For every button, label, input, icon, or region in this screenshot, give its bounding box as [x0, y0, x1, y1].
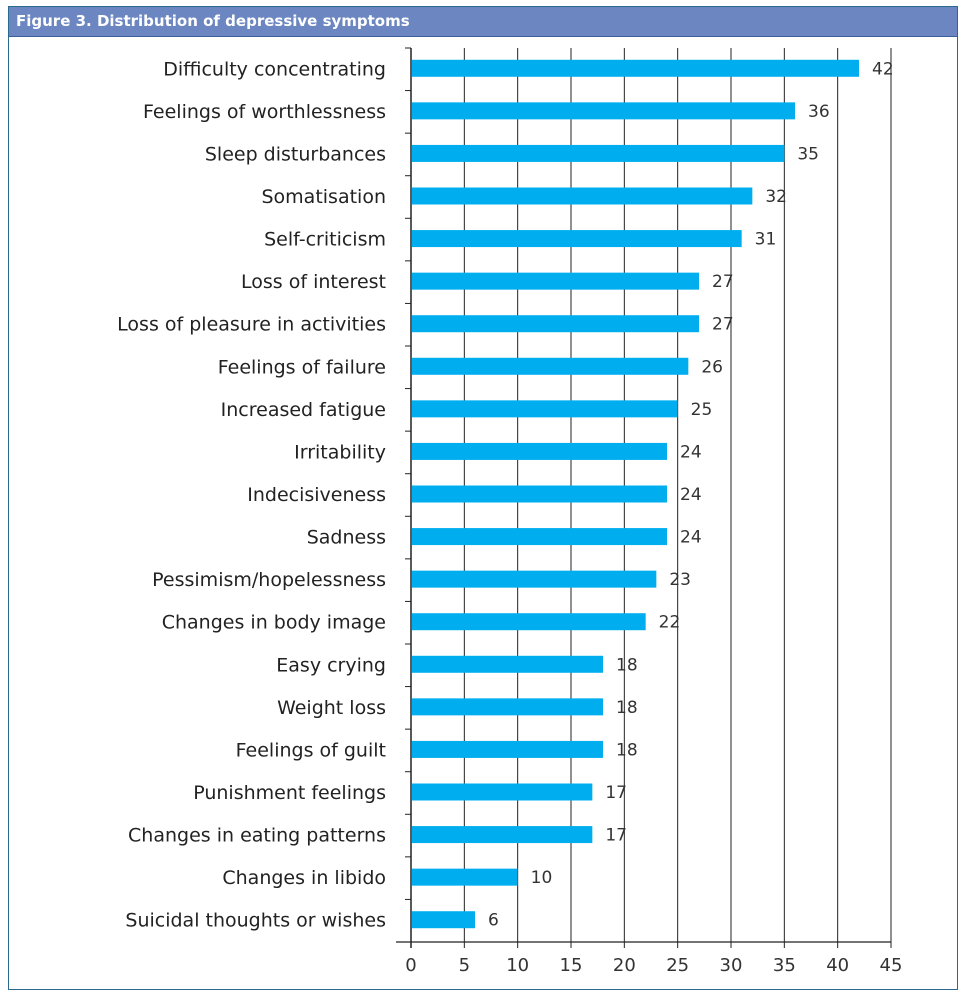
data-label: 24 [680, 485, 702, 505]
category-label: Indecisiveness [247, 484, 386, 506]
data-label: 31 [755, 230, 777, 250]
bar [412, 570, 657, 588]
x-tick-label: 35 [773, 955, 796, 976]
data-label: 42 [872, 59, 894, 79]
bar [412, 357, 689, 375]
bar [412, 698, 603, 716]
bar [412, 442, 667, 460]
x-tick-label: 20 [613, 955, 636, 976]
data-label: 6 [488, 911, 499, 931]
data-label: 23 [669, 570, 691, 590]
data-label: 22 [659, 613, 681, 633]
bar [412, 485, 667, 503]
data-label: 17 [605, 783, 627, 803]
category-label: Sadness [307, 527, 386, 549]
category-label: Changes in body image [162, 612, 386, 634]
figure-header: Figure 3. Distribution of depressive sym… [9, 7, 957, 37]
category-label: Loss of pleasure in activities [117, 314, 386, 336]
x-tick-label: 30 [720, 955, 743, 976]
data-label: 27 [712, 272, 734, 292]
bar [412, 911, 475, 929]
data-label: 17 [605, 826, 627, 846]
category-label: Feelings of guilt [236, 739, 386, 761]
data-label: 25 [691, 400, 713, 420]
bar [412, 655, 603, 673]
data-label: 18 [616, 655, 638, 675]
bar [412, 400, 678, 418]
bar [412, 783, 593, 801]
bar [412, 59, 859, 77]
category-label: Self-criticism [264, 229, 386, 251]
data-label: 36 [808, 102, 830, 122]
data-label: 26 [701, 357, 723, 377]
bar [412, 613, 646, 631]
category-label: Difficulty concentrating [163, 58, 386, 80]
category-label: Changes in libido [222, 867, 386, 889]
x-tick-label: 45 [880, 955, 903, 976]
category-label: Punishment feelings [193, 782, 386, 804]
category-label: Easy crying [276, 654, 386, 676]
category-label: Loss of interest [241, 271, 386, 293]
x-tick-label: 10 [506, 955, 529, 976]
bar [412, 528, 667, 546]
x-tick-label: 40 [826, 955, 849, 976]
data-label: 10 [531, 868, 553, 888]
data-label: 27 [712, 315, 734, 335]
category-label: Suicidal thoughts or wishes [125, 910, 386, 932]
category-label: Irritability [294, 441, 386, 463]
data-label: 18 [616, 740, 638, 760]
bar [412, 740, 603, 758]
bar [412, 102, 795, 120]
bar [412, 187, 753, 205]
category-label: Pessimism/hopelessness [152, 569, 386, 591]
category-label: Feelings of worthlessness [143, 101, 386, 123]
data-label: 24 [680, 528, 702, 548]
data-label: 32 [765, 187, 787, 207]
x-tick-label: 0 [405, 955, 416, 976]
bar [412, 144, 785, 162]
category-label: Somatisation [261, 186, 386, 208]
category-label: Increased fatigue [221, 399, 386, 421]
data-label: 18 [616, 698, 638, 718]
x-tick-label: 15 [560, 955, 583, 976]
category-label: Changes in eating patterns [128, 825, 386, 847]
data-label: 24 [680, 442, 702, 462]
bar [412, 826, 593, 844]
category-label: Weight loss [277, 697, 386, 719]
bar [412, 315, 699, 333]
x-tick-label: 5 [459, 955, 470, 976]
category-label: Feelings of failure [218, 356, 386, 378]
category-label: Sleep disturbances [205, 143, 386, 165]
figure-title: Figure 3. Distribution of depressive sym… [16, 12, 410, 30]
figure-frame: Figure 3. Distribution of depressive sym… [8, 6, 958, 990]
x-tick-label: 25 [666, 955, 689, 976]
data-label: 35 [797, 144, 819, 164]
bar [412, 272, 699, 290]
bar [412, 868, 518, 886]
bar [412, 230, 742, 248]
